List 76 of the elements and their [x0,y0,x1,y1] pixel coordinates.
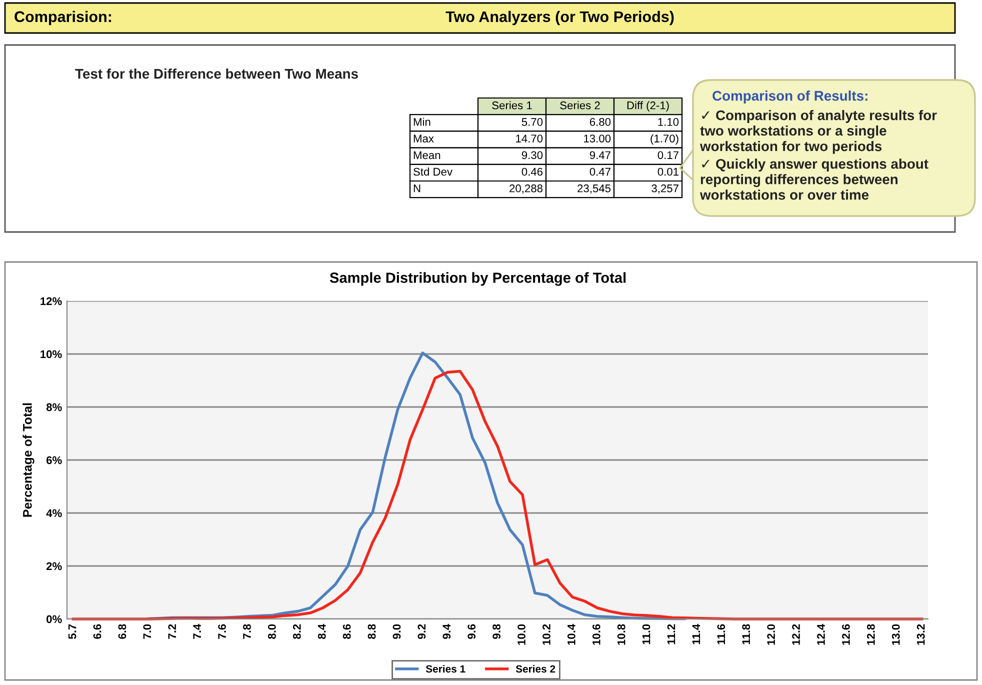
x-tick-label: 11.4 [692,624,700,644]
x-tick-label: 11.0 [642,624,650,644]
y-tick-label: 12% [40,297,62,306]
x-tick-label: 12.2 [792,624,800,645]
category-label: N [414,184,420,192]
x-tick-label: 12.4 [817,624,825,645]
x-tick-label: 10.0 [518,624,526,645]
x-tick-label: 12.6 [842,624,850,645]
x-tick-label: 11.2 [667,624,676,644]
x-tick-label: 10.6 [592,624,600,645]
x-tick-label: 8.8 [368,624,376,639]
text: 0.47 [590,168,610,176]
text: 0.17 [658,151,678,160]
text: 13.00 [584,134,611,142]
x-tick-label: 13.2 [916,624,925,645]
y-tick-label: 8% [46,403,62,412]
x-tick-label: 7.2 [168,624,176,639]
y-tick-label: 4% [46,509,62,518]
category-label: Series 1 [492,101,532,110]
x-tick-label: 5.7 [68,624,76,639]
x-tick-label: 12.0 [767,624,776,645]
x-tick-label: 7.6 [218,624,226,639]
text: Comparison of Results: [712,90,868,104]
x-tick-label: 9.6 [468,624,476,639]
text: Comparision: [14,10,111,26]
text: 5.70 [522,118,543,126]
text: 9.30 [522,151,543,160]
category-label: Std Dev [414,168,452,176]
x-tick-label: 9.4 [442,624,451,639]
x-tick-label: 8.4 [318,624,326,639]
legend-label: Series 1 [426,664,466,673]
text: Two Analyzers (or Two Periods) [446,10,674,26]
text: (1.70) [650,134,678,145]
legend-label: Series 2 [516,664,556,673]
x-tick-label: 10.8 [617,624,626,645]
x-tick-label: 7.8 [243,624,251,639]
text: 6.80 [590,118,611,126]
x-tick-label: 7.4 [193,624,201,639]
x-tick-label: 9.2 [418,624,426,639]
line-series [72,370,924,620]
text: 0.01 [658,168,678,176]
category-label: Diff (2-1) [627,101,669,112]
y-tick-label: 6% [46,456,62,464]
x-tick-label: 11.8 [742,624,750,644]
text: 3,257 [652,184,678,194]
category-label: Max [414,134,434,142]
text: ✓ Quickly answer questions about reporting differences between workstations or over time [700,158,928,200]
text: 20,288 [510,184,543,194]
text: 0.46 [522,168,543,176]
x-tick-label: 6.6 [93,624,102,639]
text: 14.70 [516,134,543,142]
x-tick-label: 8.2 [292,624,301,639]
x-tick-label: 9.0 [392,624,401,639]
y-tick-label: 0% [46,615,62,624]
category-label: Mean [414,151,440,160]
y-tick-label: 2% [46,562,62,570]
text: ✓ Comparison of analyte results for two workstations or a single workstation for two periods [700,110,937,154]
x-tick-label: 13.0 [892,624,900,645]
text: 1.10 [658,118,679,126]
x-tick-label: 8.6 [342,624,351,639]
x-tick-label: 8.0 [268,624,276,639]
text: 9.47 [590,151,610,160]
category-label: Min [414,118,430,126]
text: 23,545 [578,184,611,194]
x-tick-label: 9.8 [492,624,500,639]
chart-title: Sample Distribution by Percentage of Total [330,272,626,286]
x-tick-label: 12.8 [866,624,875,645]
x-tick-label: 11.6 [717,624,726,644]
y-axis-title: Percentage of Total [22,403,34,517]
x-tick-label: 10.2 [542,624,550,645]
text: Test for the Difference between Two Means [75,68,358,79]
x-tick-label: 7.0 [143,624,152,639]
category-label: Series 2 [560,101,600,110]
x-tick-label: 10.4 [567,624,576,645]
y-tick-label: 10% [40,350,62,358]
x-tick-label: 6.8 [118,624,126,639]
